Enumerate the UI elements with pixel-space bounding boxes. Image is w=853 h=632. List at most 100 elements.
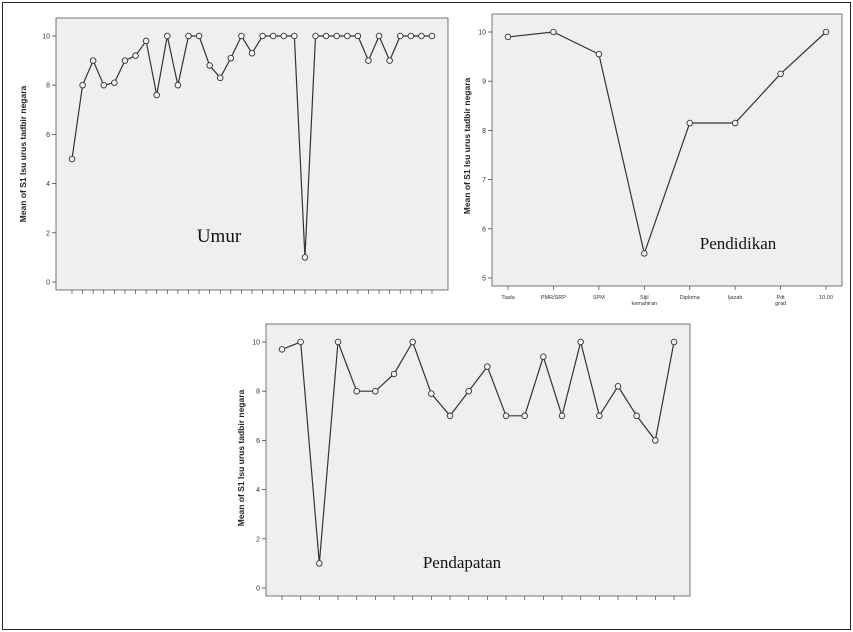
data-point bbox=[375, 32, 383, 40]
chart-svg: 0 2 4 6 8 10 Mean of S1 Isu urus tadbir negara… bbox=[236, 323, 691, 600]
x-tick-label: Sijil kemahiran bbox=[631, 295, 657, 307]
data-point bbox=[79, 81, 86, 89]
chart-panel-pendidikan: 5 6 7 8 9 10 Tiada PMR/SRP SPM Sijil kemahiran Dipl… bbox=[460, 6, 845, 307]
data-point bbox=[164, 32, 171, 40]
y-axis-label: Mean of S1 Isu urus tadbir negara bbox=[236, 389, 246, 526]
y-tick-label: 9 bbox=[482, 79, 486, 86]
x-tick-label: Diploma bbox=[680, 295, 701, 301]
data-point bbox=[174, 81, 182, 89]
y-tick-label: 6 bbox=[46, 132, 50, 139]
x-tick-label: Ijazah bbox=[728, 295, 743, 301]
data-point bbox=[334, 338, 342, 346]
data-point bbox=[142, 37, 150, 45]
data-point bbox=[652, 437, 659, 444]
data-point bbox=[353, 387, 360, 395]
y-tick-label: 2 bbox=[46, 230, 50, 237]
x-tick-label: Pdt grad bbox=[775, 295, 786, 307]
y-tick-label: 8 bbox=[256, 389, 260, 396]
data-point bbox=[280, 32, 288, 40]
x-tick-label: SPM bbox=[593, 295, 605, 301]
data-point bbox=[386, 57, 393, 64]
data-point bbox=[89, 57, 97, 64]
data-point bbox=[502, 412, 510, 420]
data-point bbox=[111, 79, 118, 86]
y-tick-label: 7 bbox=[482, 177, 486, 184]
y-axis-label: Mean of S1 Isu urus tadbir negara bbox=[462, 77, 472, 214]
data-point bbox=[641, 250, 648, 257]
data-point bbox=[418, 32, 425, 40]
series-line bbox=[507, 31, 827, 256]
data-point bbox=[291, 32, 298, 40]
chart-panel-pendapatan: 0 2 4 6 8 10 Mean of S1 Isu urus tadbir negara… bbox=[234, 318, 694, 628]
data-point bbox=[465, 387, 472, 395]
y-tick-label: 10 bbox=[42, 34, 50, 41]
data-point bbox=[777, 70, 784, 78]
plot-area bbox=[55, 17, 449, 291]
data-point bbox=[365, 57, 372, 64]
y-tick-label: 0 bbox=[256, 586, 260, 593]
data-point bbox=[670, 338, 678, 346]
data-point bbox=[428, 32, 436, 40]
y-tick-label: 2 bbox=[256, 536, 260, 543]
data-point bbox=[344, 32, 351, 40]
y-tick-label: 6 bbox=[482, 226, 486, 233]
data-point bbox=[248, 49, 256, 57]
y-tick-label: 8 bbox=[482, 128, 486, 135]
data-point bbox=[822, 28, 830, 36]
data-point bbox=[446, 412, 454, 420]
data-point bbox=[633, 412, 640, 420]
data-point bbox=[278, 346, 286, 353]
data-point bbox=[259, 32, 266, 40]
data-point bbox=[396, 32, 404, 40]
data-point bbox=[521, 412, 528, 420]
data-point bbox=[206, 62, 213, 69]
data-point bbox=[301, 254, 309, 261]
data-point bbox=[121, 57, 129, 64]
data-point bbox=[238, 32, 245, 40]
data-point bbox=[297, 338, 304, 346]
data-point bbox=[409, 338, 416, 346]
data-point bbox=[372, 387, 379, 395]
data-point bbox=[484, 363, 491, 370]
y-tick-label: 6 bbox=[256, 438, 260, 445]
y-tick-label: 10 bbox=[252, 340, 260, 347]
data-point bbox=[316, 560, 323, 567]
x-tick-label: 10.00 bbox=[819, 295, 833, 301]
chart-svg: 5 6 7 8 9 10 Tiada PMR/SRP SPM Sijil kemahiran Dipl… bbox=[462, 13, 843, 307]
panel-label: Umur bbox=[197, 226, 242, 247]
data-point bbox=[68, 155, 76, 163]
data-point bbox=[354, 32, 362, 40]
y-axis-label: Mean of S1 Isu urus tadbir negara bbox=[18, 85, 28, 222]
data-point bbox=[269, 32, 277, 40]
x-tick-label: PMR/SRP bbox=[541, 295, 566, 301]
y-tick-label: 8 bbox=[46, 83, 50, 90]
data-point bbox=[577, 338, 584, 346]
data-point bbox=[333, 32, 340, 40]
data-point bbox=[614, 383, 622, 390]
data-point bbox=[558, 412, 566, 420]
data-point bbox=[504, 33, 512, 41]
data-point bbox=[428, 390, 435, 397]
x-tick-label: Tiada bbox=[501, 295, 515, 301]
y-tick-label: 0 bbox=[46, 280, 50, 287]
data-point bbox=[540, 353, 547, 361]
data-point bbox=[731, 119, 739, 127]
data-point bbox=[227, 54, 235, 62]
data-point bbox=[195, 32, 203, 40]
plot-area bbox=[265, 323, 691, 597]
data-point bbox=[216, 74, 224, 82]
data-point bbox=[185, 32, 192, 40]
y-tick-label: 5 bbox=[482, 276, 486, 283]
data-point bbox=[596, 412, 603, 420]
data-point bbox=[100, 81, 108, 89]
data-point bbox=[550, 28, 557, 36]
y-tick-label: 4 bbox=[256, 487, 260, 494]
data-point bbox=[407, 32, 415, 40]
chart-svg: 0 2 4 6 8 10 Mean of S1 Isu urus tadbir negara… bbox=[18, 17, 449, 294]
data-point bbox=[132, 52, 139, 59]
plot-area bbox=[491, 13, 843, 287]
chart-panel-umur: 0 2 4 6 8 10 Mean of S1 Isu urus tadbir negara… bbox=[14, 8, 454, 338]
data-point bbox=[312, 32, 319, 40]
series-line bbox=[281, 340, 675, 564]
